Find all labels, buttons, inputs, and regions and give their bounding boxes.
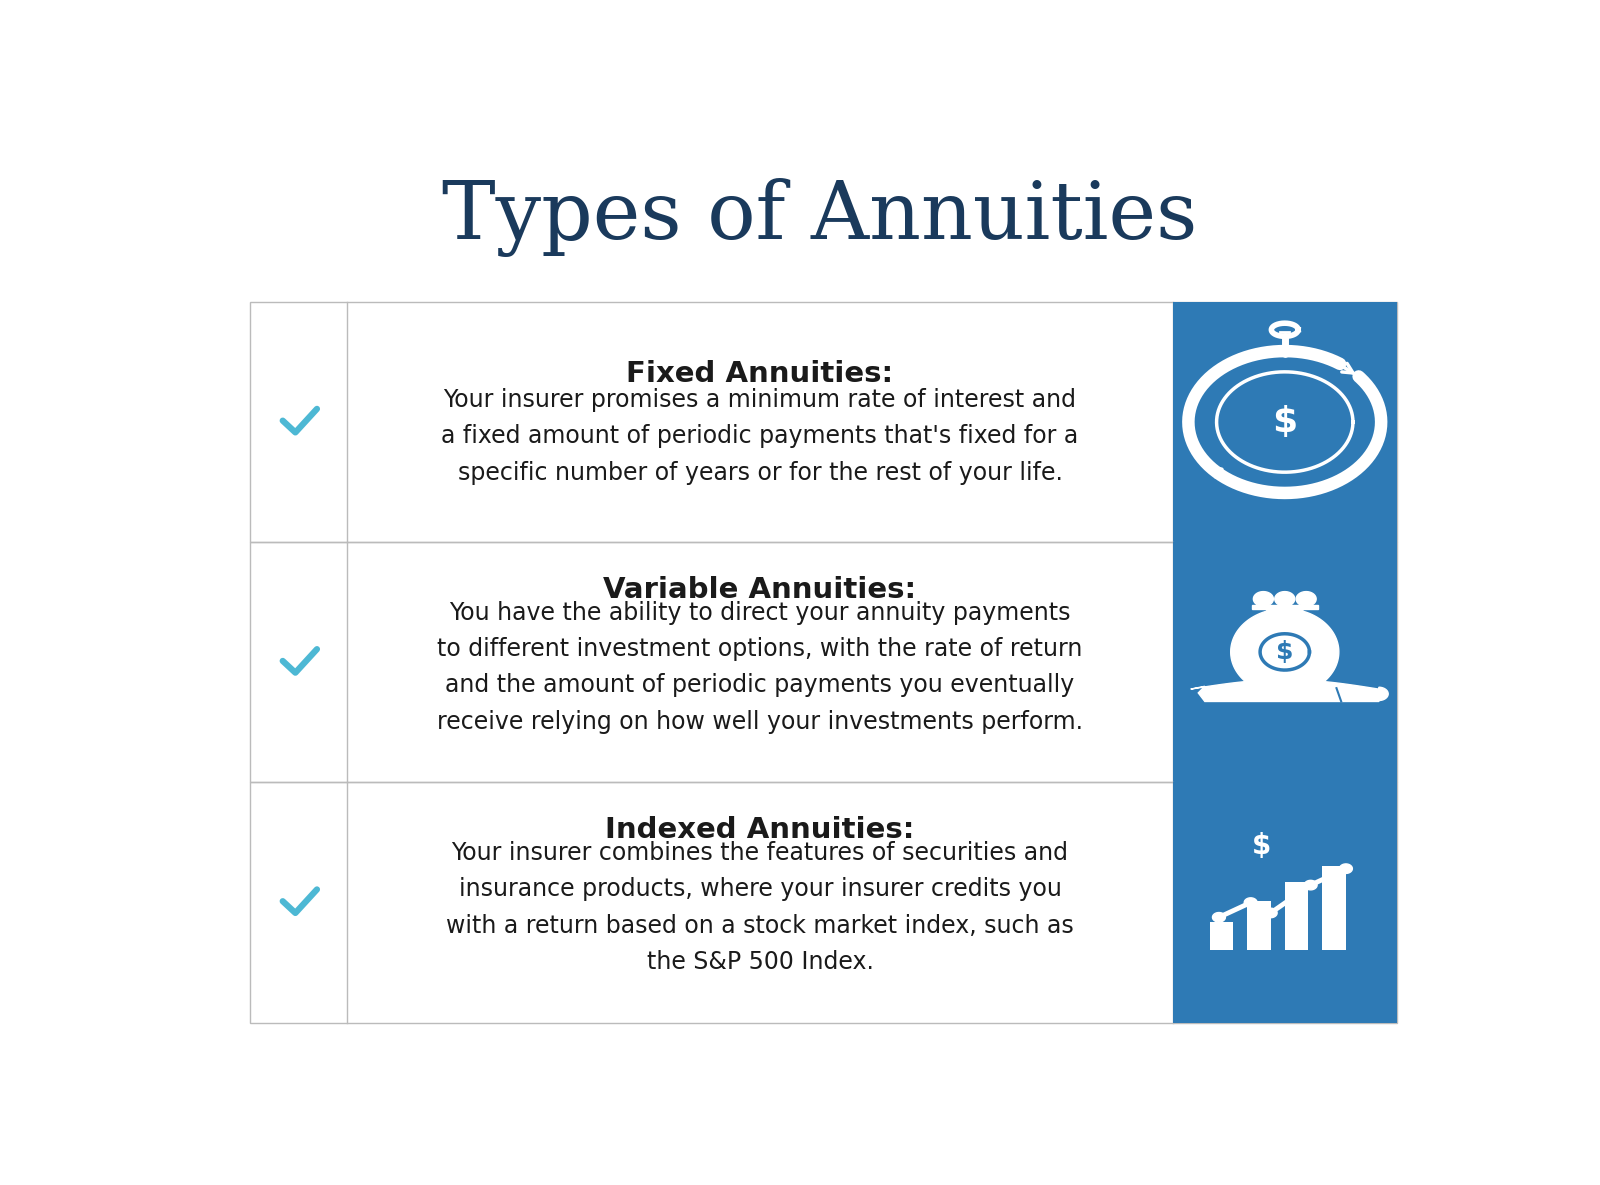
Text: Fixed Annuities:: Fixed Annuities: [627,360,893,387]
Polygon shape [1251,606,1318,609]
Bar [1173,302,1397,543]
Bar [1285,882,1309,950]
Text: Your insurer combines the features of securities and
insurance products, where y: Your insurer combines the features of se… [446,841,1074,974]
Text: You have the ability to direct your annuity payments
to different investment opt: You have the ability to direct your annu… [437,601,1083,734]
Polygon shape [1259,609,1310,621]
Bar [250,782,1397,1023]
Bar [250,302,1397,543]
Polygon shape [1230,609,1339,696]
Polygon shape [1190,680,1389,702]
Bar [1210,922,1234,950]
Polygon shape [1216,372,1354,472]
Text: $: $ [1272,405,1298,438]
Text: Your insurer promises a minimum rate of interest and
a fixed amount of periodic : Your insurer promises a minimum rate of … [442,387,1078,485]
Bar [1173,543,1397,782]
Polygon shape [1304,880,1317,890]
Text: Indexed Annuities:: Indexed Annuities: [605,816,915,845]
Polygon shape [1275,591,1294,607]
Bar [1246,901,1270,950]
Text: $: $ [1277,640,1293,664]
Polygon shape [1213,912,1226,922]
Text: Types of Annuities: Types of Annuities [442,178,1198,256]
Polygon shape [1339,864,1352,873]
Polygon shape [1253,591,1274,607]
Polygon shape [1264,908,1277,917]
Text: $: $ [1251,832,1270,860]
Bar [1173,782,1397,1023]
Bar [1322,866,1346,950]
Text: Variable Annuities:: Variable Annuities: [603,576,917,604]
Polygon shape [1296,591,1317,607]
Polygon shape [1245,898,1258,908]
Bar [250,543,1397,782]
